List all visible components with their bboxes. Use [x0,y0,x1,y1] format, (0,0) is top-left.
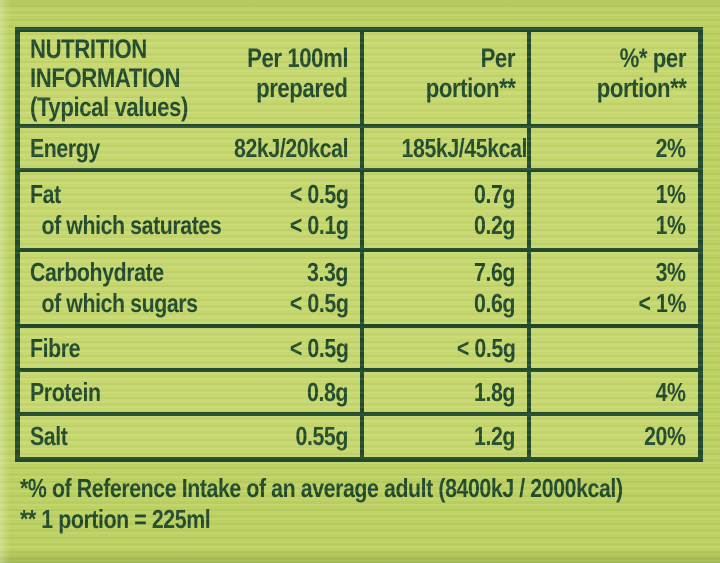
table-header-row: NUTRITION INFORMATION (Typical values) P… [20,32,698,124]
energy-pct-cell: 2% [531,128,698,168]
sub-percent-value: 1% [656,210,686,240]
per-portion-value: 0.7g [473,179,515,209]
salt-label-cell: Salt 0.55g [20,416,364,457]
nutrient-label: Carbohydrate [30,257,164,287]
percent-value: 1% [656,179,686,209]
sub-per-portion-value: 0.2g [473,210,515,240]
percent-value: 2% [656,132,686,163]
protein-pct-cell: 4% [531,372,698,412]
carbohydrate-pct-cell: 3% < 1% [531,252,698,324]
per-portion-line-1: Per [480,43,516,73]
per-portion-value: 185kJ/45kcal [401,132,528,163]
row-carbohydrate: Carbohydrate 3.3g of which sugars < 0.5g… [20,248,698,324]
footnotes: *% of Reference Intake of an average adu… [20,473,720,535]
nutrition-table: NUTRITION INFORMATION (Typical values) P… [15,27,703,462]
per-100ml-value: < 0.5g [289,332,348,363]
footnote-reference-intake: *% of Reference Intake of an average adu… [20,473,623,503]
per-portion-value: 1.2g [473,421,515,451]
fat-portion-cell: 0.7g 0.2g [364,172,531,248]
footnote-portion-size: ** 1 portion = 225ml [20,504,211,534]
per-100ml-value: 82kJ/20kcal [233,132,348,163]
percent-value: 20% [644,421,687,451]
pct-per-portion-line-1: %* per [619,43,687,73]
energy-portion-cell: 185kJ/45kcal [364,128,531,168]
row-fibre: Fibre < 0.5g < 0.5g [20,324,698,368]
row-fat: Fat < 0.5g of which saturates < 0.1g 0.7… [20,168,698,248]
sub-nutrient-label: of which saturates [41,210,222,240]
sub-nutrient-label: of which sugars [41,288,198,318]
row-protein: Protein 0.8g 1.8g 4% [20,368,698,412]
nutrient-label: Fibre [30,332,81,363]
per-portion-value: 1.8g [473,376,515,407]
title-line-2: INFORMATION [30,62,181,93]
percent-value: 3% [656,257,686,287]
table-title: NUTRITION INFORMATION (Typical values) [30,33,223,122]
fat-pct-cell: 1% 1% [531,172,698,248]
per-portion-line-2: portion** [425,73,515,103]
per-100ml-value: 0.8g [306,376,348,407]
nutrient-label: Protein [30,376,101,407]
fibre-label-cell: Fibre < 0.5g [20,328,364,368]
percent-value: 4% [656,376,686,407]
fibre-portion-cell: < 0.5g [364,328,531,368]
header-per-100ml: Per 100ml prepared [225,43,348,113]
nutrient-label: Fat [30,179,61,209]
per-100ml-value: < 0.5g [289,179,348,209]
row-salt: Salt 0.55g 1.2g 20% [20,412,698,457]
protein-label-cell: Protein 0.8g [20,372,364,412]
sub-per-portion-value: 0.6g [473,288,515,318]
nutrient-label: Energy [30,132,100,163]
salt-portion-cell: 1.2g [364,416,531,457]
nutrient-label: Salt [30,421,68,451]
protein-portion-cell: 1.8g [364,372,531,412]
per-100ml-line-1: Per 100ml [247,43,348,73]
energy-label-cell: Energy 82kJ/20kcal [20,128,364,168]
header-nutrition-information-cell: NUTRITION INFORMATION (Typical values) P… [20,32,364,124]
sub-per-100ml-value: < 0.5g [289,288,348,318]
per-100ml-line-2: prepared [256,73,349,103]
sub-percent-value: < 1% [638,288,686,318]
row-energy: Energy 82kJ/20kcal 185kJ/45kcal 2% [20,124,698,168]
header-per-portion: Per portion** [364,32,531,124]
salt-pct-cell: 20% [531,416,698,457]
carbohydrate-label-cell: Carbohydrate 3.3g of which sugars < 0.5g [20,252,364,324]
pct-per-portion-line-2: portion** [596,73,686,103]
per-100ml-value: 0.55g [295,421,349,451]
title-line-3: (Typical values) [30,91,188,122]
per-portion-value: 7.6g [473,257,515,287]
fibre-pct-cell [531,328,698,368]
carbohydrate-portion-cell: 7.6g 0.6g [364,252,531,324]
header-percent-per-portion: %* per portion** [531,32,698,124]
per-100ml-value: 3.3g [306,257,348,287]
sub-per-100ml-value: < 0.1g [289,210,348,240]
fat-label-cell: Fat < 0.5g of which saturates < 0.1g [20,172,364,248]
per-portion-value: < 0.5g [456,332,515,363]
title-line-1: NUTRITION [30,33,147,64]
